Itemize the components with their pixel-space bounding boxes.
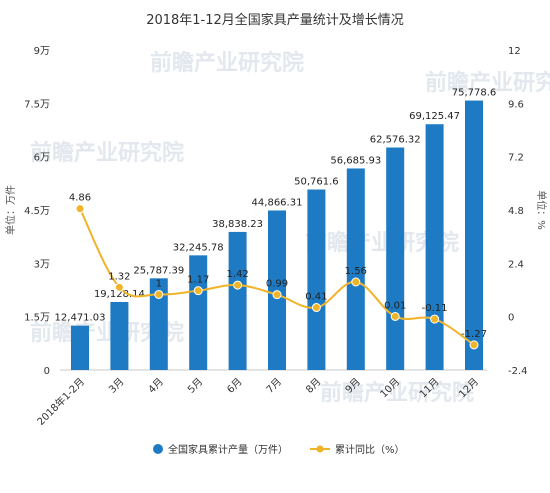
bar-value-label: 44,866.31 <box>252 197 303 208</box>
bar-value-label: 75,778.6 <box>452 88 497 99</box>
growth-point <box>469 340 479 350</box>
bar-value-label: 19,128.14 <box>94 289 145 300</box>
growth-value-label: 1.42 <box>226 269 248 280</box>
growth-value-label: 0.99 <box>266 279 288 290</box>
chart-title: 2018年1-12月全国家具产量统计及增长情况 <box>146 12 404 28</box>
growth-value-label: -0.11 <box>422 303 448 314</box>
growth-value-label: 1 <box>156 278 162 289</box>
right-axis-ticks: -2.4 0 2.4 4.8 7.2 9.6 12 <box>508 46 528 377</box>
bar-value-label: 38,838.23 <box>212 219 263 230</box>
bar-value-label: 56,685.93 <box>330 155 381 166</box>
bar-labels: 12,471.03 19,128.14 25,787.39 32,245.78 38,8… <box>55 88 497 324</box>
growth-value-label: 1.56 <box>345 266 367 277</box>
left-tick-label: 0 <box>44 366 50 377</box>
bar <box>71 325 89 370</box>
right-tick-label: 0 <box>508 313 514 324</box>
bar-value-label: 62,576.32 <box>370 135 421 146</box>
legend-bar-marker <box>153 444 163 454</box>
x-tick-label: 7月 <box>264 376 284 396</box>
bars <box>71 100 483 371</box>
bar <box>110 301 129 370</box>
bar-value-label: 32,245.78 <box>173 242 224 253</box>
bar-value-label: 50,761.6 <box>294 177 339 188</box>
left-tick-label: 1.5万 <box>24 313 50 324</box>
watermark-text: 前瞻产业研究院 <box>320 380 474 406</box>
growth-point <box>390 311 400 321</box>
growth-value-label: 0.41 <box>305 292 327 303</box>
left-axis-label: 单位：万件 <box>4 185 17 235</box>
x-tick-label: 5月 <box>185 376 205 396</box>
bar <box>228 231 247 370</box>
bar-value-label: 25,787.39 <box>133 265 184 276</box>
x-tick-label: 4月 <box>146 376 166 396</box>
x-tick-label: 6月 <box>225 376 245 396</box>
bar <box>425 124 444 370</box>
growth-value-label: 4.86 <box>69 193 91 204</box>
growth-point <box>351 277 361 287</box>
left-axis-ticks: 0 1.5万 3万 4.5万 6万 7.5万 9万 <box>24 46 50 377</box>
legend-line-label: 累计同比（%） <box>335 443 405 456</box>
right-tick-label: 2.4 <box>508 259 524 270</box>
growth-value-label: -1.27 <box>461 329 487 340</box>
growth-point <box>311 303 321 313</box>
x-tick-label: 2018年1-2月 <box>34 375 87 428</box>
right-tick-label: 12 <box>508 46 521 57</box>
growth-point <box>75 204 85 214</box>
watermark-text: 前瞻产业研究院 <box>425 70 550 96</box>
legend-bar-label: 全国家具累计产量（万件） <box>168 443 288 456</box>
x-tick-label: 3月 <box>106 376 126 396</box>
growth-point <box>272 290 282 300</box>
left-tick-label: 6万 <box>34 153 50 164</box>
growth-line: 4.86 1.32 1 1.17 1.42 0.99 0.41 1.56 0.01 -0.11 -1… <box>69 193 487 350</box>
growth-value-label: 1.17 <box>187 275 209 286</box>
right-tick-label: 4.8 <box>508 206 524 217</box>
bar <box>386 147 405 370</box>
bar-value-label: 69,125.47 <box>409 111 460 122</box>
legend-line-dot <box>316 445 324 453</box>
left-tick-label: 4.5万 <box>24 206 50 217</box>
left-tick-label: 7.5万 <box>24 99 50 110</box>
bar <box>189 255 208 370</box>
right-tick-label: -2.4 <box>508 366 528 377</box>
bar <box>465 100 483 371</box>
growth-point <box>430 314 440 324</box>
bar <box>307 189 326 370</box>
right-axis-label: 单位：% <box>535 190 548 230</box>
bar <box>346 168 365 370</box>
right-tick-label: 9.6 <box>508 99 524 110</box>
growth-point <box>193 286 203 296</box>
growth-value-label: 0.01 <box>384 300 406 311</box>
bar <box>149 278 168 370</box>
bar-value-label: 12,471.03 <box>55 313 106 324</box>
left-tick-label: 9万 <box>34 46 50 57</box>
growth-point <box>154 289 164 299</box>
watermark-text: 前瞻产业研究院 <box>30 140 184 166</box>
growth-value-label: 1.32 <box>108 271 130 282</box>
left-tick-label: 3万 <box>34 259 50 270</box>
watermark-text: 前瞻产业研究院 <box>150 50 304 76</box>
growth-point <box>114 282 124 292</box>
growth-point <box>233 280 243 290</box>
right-tick-label: 7.2 <box>508 153 524 164</box>
legend: 全国家具累计产量（万件） 累计同比（%） <box>153 443 405 456</box>
